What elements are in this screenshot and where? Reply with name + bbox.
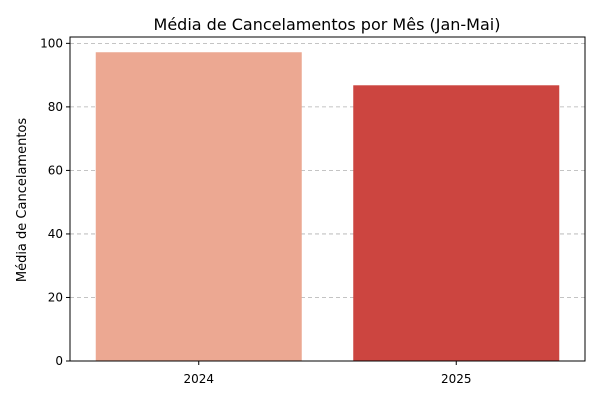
bars bbox=[95, 52, 560, 362]
y-tick-label: 100 bbox=[40, 36, 63, 50]
y-tick-label: 20 bbox=[48, 290, 63, 304]
plot-frame bbox=[69, 36, 586, 362]
x-tick-label: 2025 bbox=[441, 372, 472, 386]
bar-2025 bbox=[353, 85, 560, 362]
y-tick-label: 0 bbox=[55, 354, 63, 368]
y-axis-ticks: 0 20 40 60 80 100 bbox=[40, 36, 70, 368]
bar-2024 bbox=[95, 52, 302, 361]
x-axis-ticks: 2024 2025 bbox=[183, 361, 472, 386]
chart-title: Média de Cancelamentos por Mês (Jan-Mai) bbox=[154, 15, 501, 34]
y-tick-label: 40 bbox=[48, 227, 63, 241]
y-tick-label: 80 bbox=[48, 100, 63, 114]
y-axis-label: Média de Cancelamentos bbox=[15, 118, 30, 283]
x-tick-label: 2024 bbox=[183, 372, 214, 386]
y-tick-label: 60 bbox=[48, 163, 63, 177]
